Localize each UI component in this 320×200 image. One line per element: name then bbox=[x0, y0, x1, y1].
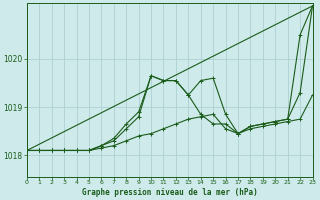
X-axis label: Graphe pression niveau de la mer (hPa): Graphe pression niveau de la mer (hPa) bbox=[82, 188, 258, 197]
